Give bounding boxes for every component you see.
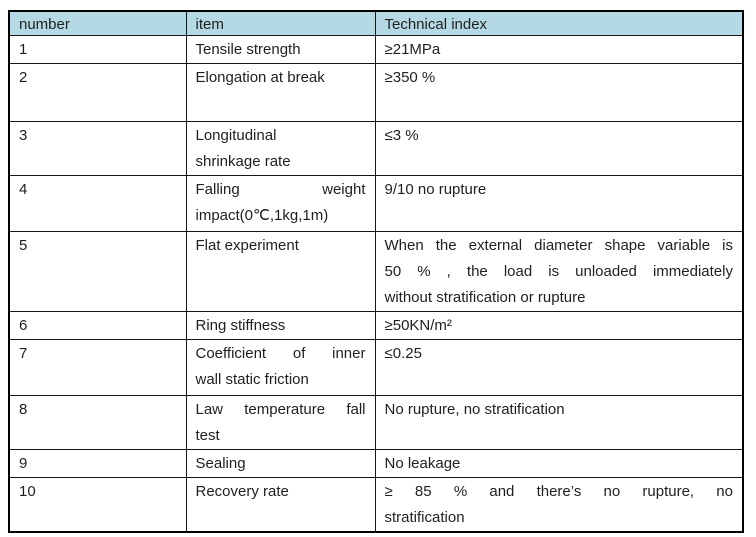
cell-line: Recovery rate bbox=[195, 483, 289, 500]
cell-item: Sealing bbox=[185, 449, 376, 478]
cell-line: 2 bbox=[19, 69, 28, 86]
cell-line: ≤3 % bbox=[384, 127, 419, 144]
cell-item: Ring stiffness bbox=[185, 311, 376, 340]
cell-technical-index: ≤3 % bbox=[374, 121, 744, 176]
cell-item: Falling weight impact(0℃,1kg,1m) bbox=[185, 175, 376, 232]
cell-technical-index: When the external diameter shape variabl… bbox=[374, 231, 744, 312]
table-row: 10 Recovery rate ≥ 85 % and there’s no r… bbox=[8, 477, 744, 533]
cell-item: Tensile strength bbox=[185, 35, 376, 64]
cell-line: Flat experiment bbox=[195, 237, 299, 254]
cell-technical-index: No rupture, no stratification bbox=[374, 395, 744, 450]
cell-line: Longitudinal bbox=[195, 127, 277, 144]
cell-technical-index: ≥350 % bbox=[374, 63, 744, 122]
cell-number: 8 bbox=[8, 395, 187, 450]
cell-line: Elongation at break bbox=[195, 69, 325, 86]
cell-item: Longitudinal shrinkage rate bbox=[185, 121, 376, 176]
cell-line: impact(0℃,1kg,1m) bbox=[195, 207, 329, 224]
table-row: 5 Flat experiment When the external diam… bbox=[8, 231, 744, 312]
cell-number: 5 bbox=[8, 231, 187, 312]
cell-technical-index: ≥21MPa bbox=[374, 35, 744, 64]
table-row: 3 Longitudinal shrinkage rate ≤3 % bbox=[8, 121, 744, 176]
cell-line: Law temperature fall bbox=[195, 401, 366, 418]
cell-line: test bbox=[195, 427, 220, 444]
cell-line: 9 bbox=[19, 455, 28, 472]
table-row: 1 Tensile strength ≥21MPa bbox=[8, 35, 744, 64]
cell-line: 6 bbox=[19, 317, 28, 334]
cell-item: Flat experiment bbox=[185, 231, 376, 312]
col-header-item: item bbox=[185, 10, 376, 36]
table-row: 4 Falling weight impact(0℃,1kg,1m) 9/10 … bbox=[8, 175, 744, 232]
cell-technical-index: ≤0.25 bbox=[374, 339, 744, 396]
cell-line: Tensile strength bbox=[195, 41, 301, 58]
cell-number: 1 bbox=[8, 35, 187, 64]
cell-line: 7 bbox=[19, 345, 28, 362]
cell-line: without stratification or rupture bbox=[384, 289, 586, 306]
cell-line: stratification bbox=[384, 509, 465, 526]
cell-line: 3 bbox=[19, 127, 28, 144]
cell-line: ≥21MPa bbox=[384, 41, 441, 58]
cell-line: 5 bbox=[19, 237, 28, 254]
document-page: number item Technical index 1 Tensile st… bbox=[8, 10, 744, 533]
cell-line: 50 % , the load is unloaded immediately bbox=[384, 263, 734, 280]
cell-line: When the external diameter shape variabl… bbox=[384, 237, 734, 254]
technical-index-table: number item Technical index 1 Tensile st… bbox=[8, 10, 744, 533]
header-row: number item Technical index bbox=[8, 10, 744, 36]
cell-technical-index: ≥ 85 % and there’s no rupture, no strati… bbox=[374, 477, 744, 533]
table-row: 2 Elongation at break ≥350 % bbox=[8, 63, 744, 122]
cell-technical-index: No leakage bbox=[374, 449, 744, 478]
cell-number: 4 bbox=[8, 175, 187, 232]
cell-line: ≤0.25 bbox=[384, 345, 422, 362]
cell-line: Coefficient of inner bbox=[195, 345, 366, 362]
cell-number: 7 bbox=[8, 339, 187, 396]
col-header-number: number bbox=[8, 10, 187, 36]
cell-item: Law temperature fall test bbox=[185, 395, 376, 450]
cell-line: ≥350 % bbox=[384, 69, 436, 86]
cell-line: 9/10 no rupture bbox=[384, 181, 487, 198]
cell-line: 10 bbox=[19, 483, 36, 500]
table-row: 8 Law temperature fall test No rupture, … bbox=[8, 395, 744, 450]
cell-line: 8 bbox=[19, 401, 28, 418]
cell-technical-index: ≥50KN/m² bbox=[374, 311, 744, 340]
cell-line: No leakage bbox=[384, 455, 461, 472]
cell-line: 4 bbox=[19, 181, 28, 198]
cell-line: shrinkage rate bbox=[195, 153, 291, 170]
cell-item: Elongation at break bbox=[185, 63, 376, 122]
table-row: 7 Coefficient of inner wall static frict… bbox=[8, 339, 744, 396]
cell-number: 2 bbox=[8, 63, 187, 122]
table-row: 6 Ring stiffness ≥50KN/m² bbox=[8, 311, 744, 340]
cell-item: Coefficient of inner wall static frictio… bbox=[185, 339, 376, 396]
cell-item: Recovery rate bbox=[185, 477, 376, 533]
cell-line: Falling weight bbox=[195, 181, 366, 198]
cell-number: 10 bbox=[8, 477, 187, 533]
cell-number: 9 bbox=[8, 449, 187, 478]
cell-line: Ring stiffness bbox=[195, 317, 286, 334]
col-header-technical-index: Technical index bbox=[374, 10, 744, 36]
cell-number: 3 bbox=[8, 121, 187, 176]
cell-number: 6 bbox=[8, 311, 187, 340]
cell-line: ≥50KN/m² bbox=[384, 317, 452, 334]
table-row: 9 Sealing No leakage bbox=[8, 449, 744, 478]
cell-line: 1 bbox=[19, 41, 28, 58]
cell-line: wall static friction bbox=[195, 371, 309, 388]
cell-line: No rupture, no stratification bbox=[384, 401, 565, 418]
cell-technical-index: 9/10 no rupture bbox=[374, 175, 744, 232]
cell-line: Sealing bbox=[195, 455, 246, 472]
cell-line: ≥ 85 % and there’s no rupture, no bbox=[384, 483, 734, 500]
